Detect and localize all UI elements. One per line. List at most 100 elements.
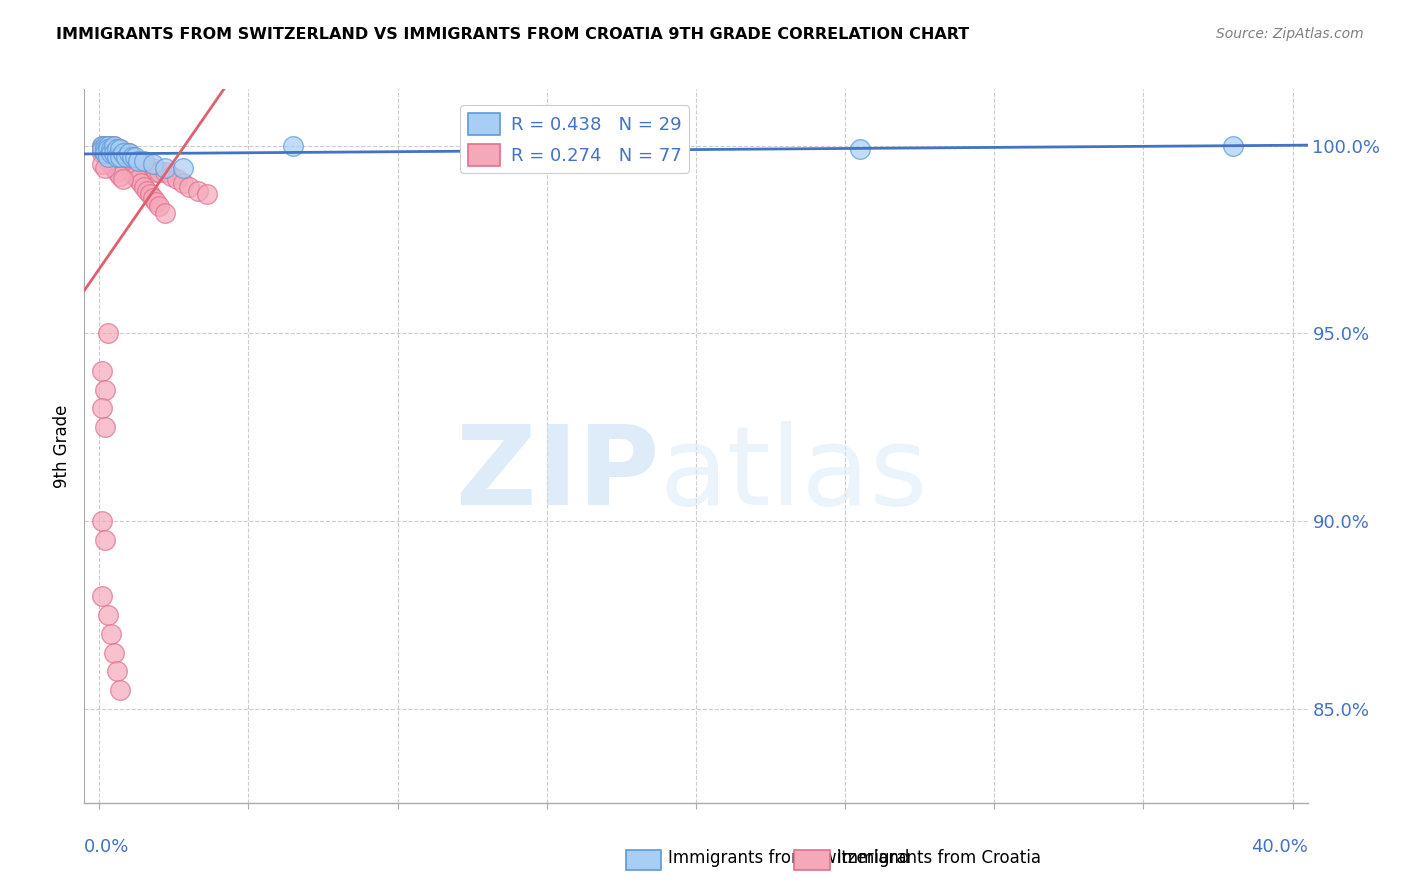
Point (91, 364, 114, 378)
Point (91, 589, 114, 603)
Point (94, 142, 117, 156)
Point (103, 161, 125, 175)
Point (108, 169, 131, 183)
Point (118, 146, 141, 161)
Point (121, 150, 143, 164)
Text: Source: ZipAtlas.com: Source: ZipAtlas.com (1216, 27, 1364, 41)
Point (115, 146, 138, 161)
Point (118, 153, 141, 168)
Legend: R = 0.438   N = 29, R = 0.274   N = 77: R = 0.438 N = 29, R = 0.274 N = 77 (460, 105, 689, 173)
Point (108, 142, 131, 156)
Point (105, 142, 128, 156)
Point (1222, 138, 1244, 153)
Point (121, 150, 143, 164)
Point (148, 199, 170, 213)
Point (91, 138, 114, 153)
Point (132, 157, 155, 171)
Point (91, 514, 114, 528)
Point (100, 157, 122, 171)
Point (91, 142, 114, 156)
Text: 0.0%: 0.0% (84, 838, 129, 856)
Point (97, 150, 120, 164)
Point (129, 157, 152, 171)
Point (105, 142, 128, 156)
Point (94, 533, 117, 547)
Point (91, 138, 114, 153)
Point (94, 161, 117, 175)
Point (127, 172, 149, 186)
Point (94, 420, 117, 434)
Point (108, 683, 131, 698)
Point (105, 150, 128, 164)
Text: IMMIGRANTS FROM SWITZERLAND VS IMMIGRANTS FROM CROATIA 9TH GRADE CORRELATION CHA: IMMIGRANTS FROM SWITZERLAND VS IMMIGRANT… (56, 27, 970, 42)
Point (100, 138, 122, 153)
Text: Immigrants from Switzerland: Immigrants from Switzerland (668, 849, 910, 867)
Point (145, 165, 167, 179)
Point (108, 142, 131, 156)
Point (112, 172, 135, 186)
Point (115, 153, 138, 168)
Point (94, 146, 117, 161)
Point (100, 142, 122, 156)
Point (91, 142, 114, 156)
Point (127, 153, 149, 168)
Point (172, 161, 194, 175)
Point (172, 176, 194, 190)
Point (103, 138, 125, 153)
Point (177, 179, 200, 194)
Point (103, 146, 125, 161)
Point (105, 665, 128, 679)
Text: ZIP: ZIP (456, 421, 659, 528)
Point (94, 138, 117, 153)
Text: 40.0%: 40.0% (1251, 838, 1308, 856)
Point (118, 161, 141, 175)
Point (124, 169, 146, 183)
Point (195, 187, 218, 202)
Point (103, 646, 125, 660)
Point (115, 150, 138, 164)
Point (97, 326, 120, 341)
Point (127, 157, 149, 171)
Point (121, 165, 143, 179)
Point (94, 138, 117, 153)
Point (97, 146, 120, 161)
Point (153, 165, 176, 179)
Text: atlas: atlas (659, 421, 928, 528)
Point (103, 138, 125, 153)
Point (103, 142, 125, 156)
Point (124, 150, 146, 164)
Point (94, 146, 117, 161)
Point (100, 142, 122, 156)
Point (132, 153, 155, 168)
Point (153, 206, 176, 220)
Point (97, 142, 120, 156)
Point (91, 401, 114, 416)
Point (148, 165, 170, 179)
Point (118, 146, 141, 161)
Point (94, 142, 117, 156)
Y-axis label: 9th Grade: 9th Grade (53, 404, 72, 488)
Point (94, 383, 117, 397)
Point (105, 150, 128, 164)
Point (136, 184, 159, 198)
Point (160, 169, 183, 183)
Point (100, 146, 122, 161)
Point (139, 187, 162, 202)
Point (97, 142, 120, 156)
Point (132, 179, 155, 194)
Point (187, 184, 209, 198)
Point (97, 153, 120, 168)
Point (97, 138, 120, 153)
Point (124, 153, 146, 168)
Point (97, 150, 120, 164)
Point (655, 138, 678, 153)
Point (91, 157, 114, 171)
Point (112, 146, 135, 161)
Point (136, 161, 159, 175)
Point (108, 150, 131, 164)
Point (97, 138, 120, 153)
Point (145, 194, 167, 209)
Point (142, 161, 165, 175)
Point (105, 165, 128, 179)
Point (100, 627, 122, 641)
